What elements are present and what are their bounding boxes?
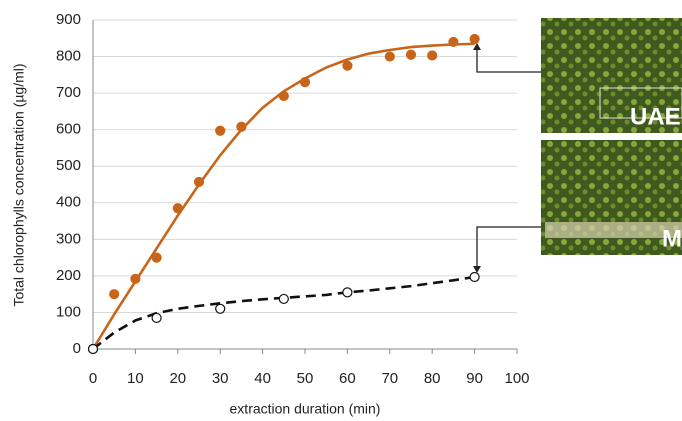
data-point bbox=[278, 90, 289, 102]
data-point bbox=[215, 303, 226, 314]
y-tick-label: 300 bbox=[56, 230, 81, 247]
y-tick-label: 0 bbox=[73, 340, 81, 357]
x-tick-label: 90 bbox=[466, 370, 483, 387]
x-tick-label: 30 bbox=[212, 370, 229, 387]
data-point bbox=[469, 271, 480, 283]
data-point bbox=[172, 203, 183, 214]
ruler bbox=[599, 87, 682, 119]
plot-area: 0 100 200 300 400 500 600 700 800 900 0 10 20 30 40 50 6… bbox=[56, 11, 530, 387]
fit-line bbox=[92, 275, 475, 351]
arrow-head bbox=[473, 266, 481, 273]
data-point bbox=[448, 36, 459, 48]
y-tick-label: 200 bbox=[56, 267, 81, 284]
data-point bbox=[87, 343, 99, 355]
data-point bbox=[427, 50, 438, 61]
data-point bbox=[151, 312, 162, 324]
x-tick-label: 10 bbox=[127, 370, 144, 387]
x-tick-label: 0 bbox=[89, 370, 97, 387]
x-tick-label: 20 bbox=[169, 370, 186, 387]
y-tick-label: 500 bbox=[56, 157, 81, 174]
photo-panel bbox=[541, 18, 682, 133]
data-point bbox=[215, 125, 226, 136]
data-point bbox=[405, 49, 417, 60]
arrow-head bbox=[473, 43, 481, 50]
y-axis-title: Total chlorophylls concentration (µg/ml) bbox=[11, 63, 27, 306]
panel-label: M bbox=[662, 225, 682, 252]
x-axis-title: extraction duration (min) bbox=[230, 401, 381, 417]
y-tick-label: 600 bbox=[56, 121, 81, 138]
data-point bbox=[278, 293, 289, 305]
photo-panels: UAE M bbox=[541, 18, 682, 255]
data-point bbox=[384, 51, 395, 62]
y-tick-label: 400 bbox=[56, 194, 81, 211]
data-point bbox=[151, 252, 162, 263]
x-tick-label: 60 bbox=[339, 370, 356, 387]
x-tick-label: 50 bbox=[297, 370, 314, 387]
x-tick-label: 40 bbox=[254, 370, 271, 387]
ruler bbox=[545, 222, 682, 238]
data-point bbox=[236, 121, 247, 132]
data-point bbox=[469, 33, 480, 45]
y-tick-label: 900 bbox=[56, 11, 81, 28]
y-tick-label: 800 bbox=[56, 48, 81, 65]
data-point bbox=[342, 287, 353, 298]
x-tick-label: 70 bbox=[381, 370, 398, 387]
panel-label: UAE bbox=[630, 103, 681, 130]
data-point bbox=[130, 273, 141, 284]
data-point bbox=[109, 289, 120, 300]
y-tick-label: 100 bbox=[56, 303, 81, 320]
y-tick-label: 700 bbox=[56, 84, 81, 101]
x-tick-label: 80 bbox=[424, 370, 441, 387]
arrow bbox=[476, 48, 541, 73]
data-point bbox=[342, 60, 353, 71]
x-tick-label: 100 bbox=[504, 370, 529, 387]
arrow bbox=[476, 226, 541, 268]
data-point bbox=[299, 77, 311, 88]
data-point bbox=[193, 176, 205, 188]
